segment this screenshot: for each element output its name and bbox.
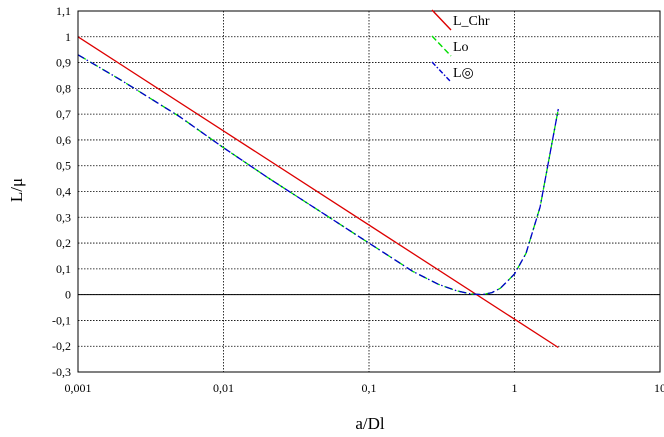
y-tick-label: 0,3 xyxy=(56,210,71,224)
y-tick-label: 0,8 xyxy=(56,81,71,95)
y-tick-labels: -0,3 -0,2 -0,1 0 0,1 0,2 0,3 0,4 0,5 0,6 0,7 0,8 0,9… xyxy=(52,4,71,379)
y-tick-label: 0,2 xyxy=(56,236,71,250)
y-tick-label: 1,1 xyxy=(56,4,71,18)
series-line-1 xyxy=(77,36,559,349)
x-tick-label: 0,001 xyxy=(65,381,92,395)
y-tick-label: 0,9 xyxy=(56,56,71,70)
x-tick-label: 0,1 xyxy=(362,381,377,395)
y-tick-label: 0,5 xyxy=(56,159,71,173)
legend-swatch-2 xyxy=(431,35,452,57)
legend-swatch-3 xyxy=(431,61,452,83)
series-line-3 xyxy=(77,54,559,296)
x-tick-label: 1 xyxy=(512,381,518,395)
legend-swatch-1 xyxy=(431,9,452,31)
y-tick-label: 0,6 xyxy=(56,133,71,147)
grid-lines xyxy=(77,10,661,373)
y-tick-label: 0 xyxy=(65,288,71,302)
series-lines xyxy=(77,36,559,349)
y-tick-label: -0,2 xyxy=(52,339,71,353)
y-tick-label: 0,1 xyxy=(56,262,71,276)
x-tick-label: 10 xyxy=(654,381,664,395)
y-tick-label: -0,3 xyxy=(52,365,71,379)
legend: L_Chr Lo L◎ xyxy=(431,9,490,83)
legend-label-1: L_Chr xyxy=(453,14,490,29)
y-axis-title: L/μ xyxy=(7,178,26,202)
legend-label-3: L◎ xyxy=(453,66,474,81)
x-tick-labels: 0,001 0,01 0,1 1 10 xyxy=(65,381,664,395)
y-tick-label: 1 xyxy=(65,30,71,44)
y-tick-label: 0,7 xyxy=(56,107,71,121)
x-tick-label: 0,01 xyxy=(213,381,234,395)
y-tick-label: -0,1 xyxy=(52,313,71,327)
plot-area xyxy=(77,10,661,373)
x-axis-title: a/Dl xyxy=(355,414,385,433)
legend-label-2: Lo xyxy=(453,40,469,55)
y-tick-label: 0,4 xyxy=(56,185,71,199)
series-line-2 xyxy=(77,54,559,296)
